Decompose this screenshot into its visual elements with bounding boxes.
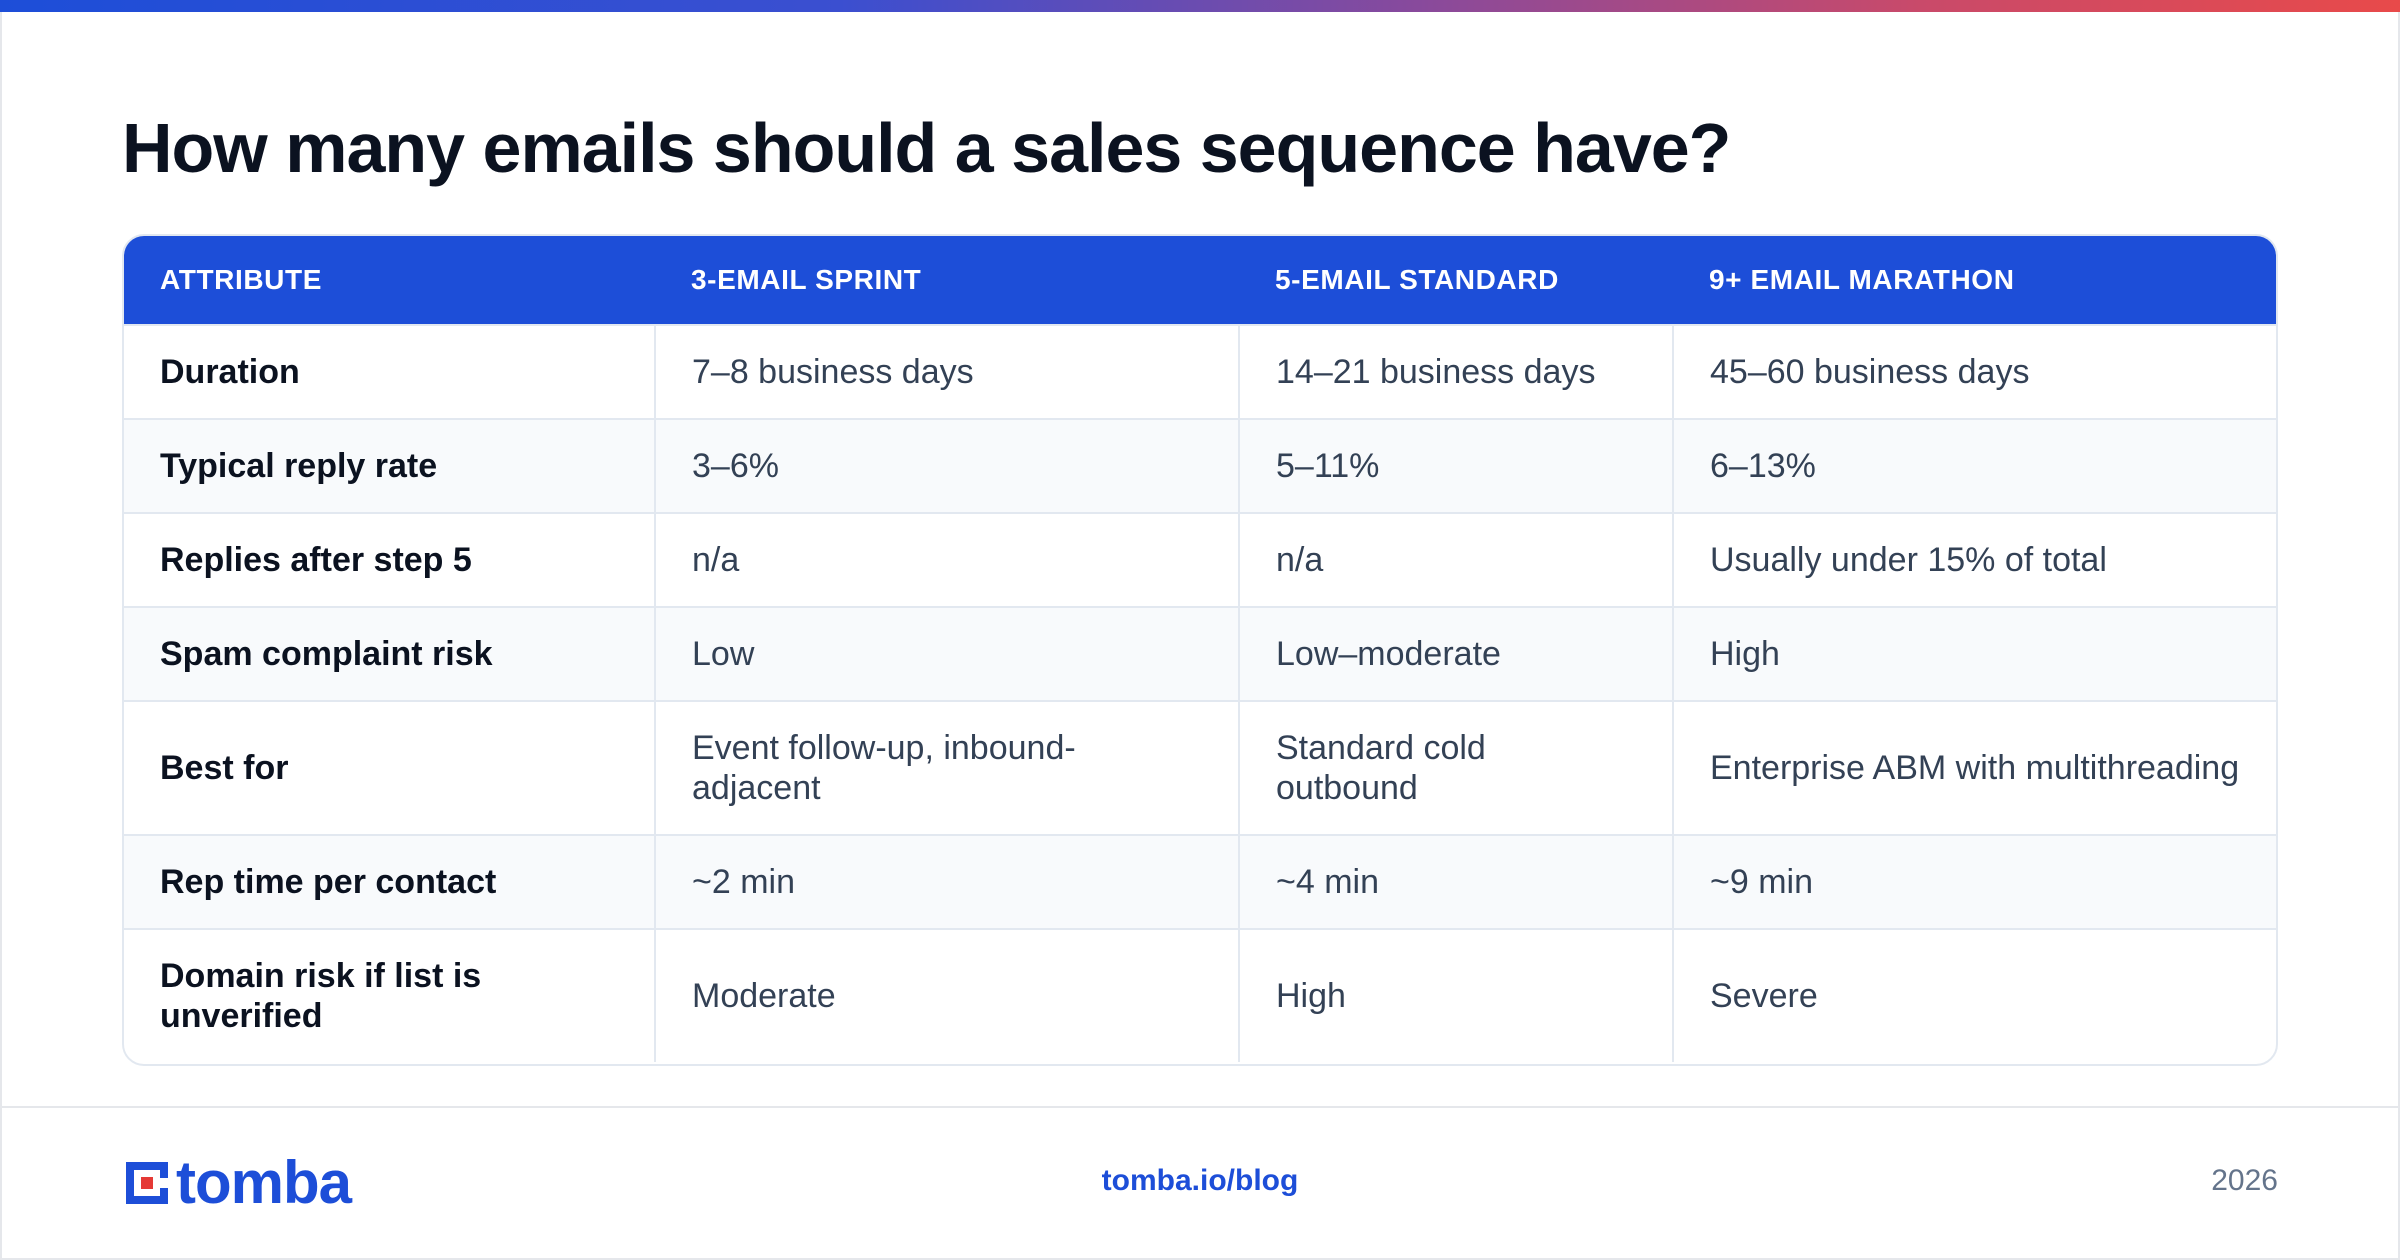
cell-sprint: n/a (655, 512, 1240, 607)
row-attribute: Best for (124, 700, 656, 835)
cell-marathon: ~9 min (1673, 834, 2276, 929)
cell-standard: 5–11% (1239, 418, 1674, 513)
cell-marathon: High (1673, 606, 2276, 701)
table-header-row: ATTRIBUTE 3-EMAIL SPRINT 5-EMAIL STANDAR… (124, 236, 2276, 325)
cell-sprint: Low (655, 606, 1240, 701)
page-title: How many emails should a sales sequence … (122, 109, 1731, 187)
table-row: Domain risk if list is unverified Modera… (124, 928, 2276, 1062)
table-row: Spam complaint risk Low Low–moderate Hig… (124, 606, 2276, 701)
table-row: Best for Event follow-up, inbound-adjace… (124, 700, 2276, 835)
cell-marathon: Severe (1673, 928, 2276, 1062)
header-attribute: ATTRIBUTE (124, 236, 655, 325)
cell-sprint: 3–6% (655, 418, 1240, 513)
tomba-logo[interactable]: tomba (122, 1149, 352, 1216)
tomba-logo-icon (126, 1162, 168, 1204)
cell-sprint: ~2 min (655, 834, 1240, 929)
blog-link[interactable]: tomba.io/blog (1101, 1164, 1299, 1197)
cell-sprint: 7–8 business days (655, 324, 1240, 419)
table-row: Replies after step 5 n/a n/a Usually und… (124, 512, 2276, 607)
table-row: Duration 7–8 business days 14–21 busines… (124, 324, 2276, 419)
header-3-email-sprint: 3-EMAIL SPRINT (655, 236, 1239, 325)
cell-standard: High (1239, 928, 1674, 1062)
cell-standard: n/a (1239, 512, 1674, 607)
row-attribute: Duration (124, 324, 656, 419)
cell-marathon: 6–13% (1673, 418, 2276, 513)
gradient-top-bar (0, 0, 2400, 12)
row-attribute: Domain risk if list is unverified (124, 928, 656, 1062)
cell-sprint: Moderate (655, 928, 1240, 1062)
cell-standard: ~4 min (1239, 834, 1674, 929)
cell-standard: Standard cold outbound (1239, 700, 1674, 835)
table-row: Rep time per contact ~2 min ~4 min ~9 mi… (124, 834, 2276, 929)
comparison-table: ATTRIBUTE 3-EMAIL SPRINT 5-EMAIL STANDAR… (122, 234, 2278, 1066)
table-row: Typical reply rate 3–6% 5–11% 6–13% (124, 418, 2276, 513)
cell-standard: Low–moderate (1239, 606, 1674, 701)
header-5-email-standard: 5-EMAIL STANDARD (1239, 236, 1673, 325)
cell-marathon: Usually under 15% of total (1673, 512, 2276, 607)
row-attribute: Spam complaint risk (124, 606, 656, 701)
footer-divider (0, 1106, 2400, 1108)
footer-year: 2026 (2211, 1164, 2278, 1197)
row-attribute: Replies after step 5 (124, 512, 656, 607)
cell-marathon: 45–60 business days (1673, 324, 2276, 419)
row-attribute: Rep time per contact (124, 834, 656, 929)
row-attribute: Typical reply rate (124, 418, 656, 513)
header-9-email-marathon: 9+ EMAIL MARATHON (1673, 236, 2276, 325)
cell-marathon: Enterprise ABM with multithreading (1673, 700, 2276, 835)
cell-standard: 14–21 business days (1239, 324, 1674, 419)
logo-wordmark: tomba (176, 1149, 352, 1216)
cell-sprint: Event follow-up, inbound-adjacent (655, 700, 1240, 835)
